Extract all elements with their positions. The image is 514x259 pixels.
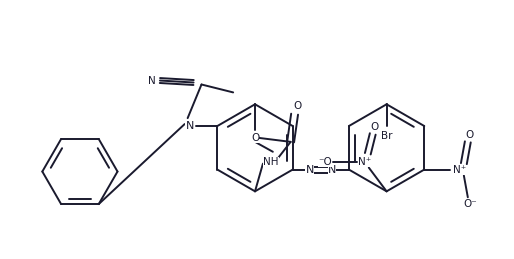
Text: ⁻O: ⁻O: [318, 157, 332, 167]
Text: N: N: [148, 76, 156, 85]
Text: NH: NH: [263, 157, 279, 167]
Text: O⁻: O⁻: [463, 199, 476, 209]
Text: N: N: [305, 164, 314, 175]
Text: N⁺: N⁺: [453, 164, 467, 175]
Text: N⁺: N⁺: [358, 157, 372, 167]
Text: N: N: [328, 164, 336, 175]
Text: O: O: [371, 122, 379, 132]
Text: O: O: [293, 101, 302, 111]
Text: O: O: [251, 133, 259, 143]
Text: N: N: [186, 121, 194, 131]
Text: O: O: [466, 130, 474, 140]
Text: Br: Br: [381, 131, 392, 141]
